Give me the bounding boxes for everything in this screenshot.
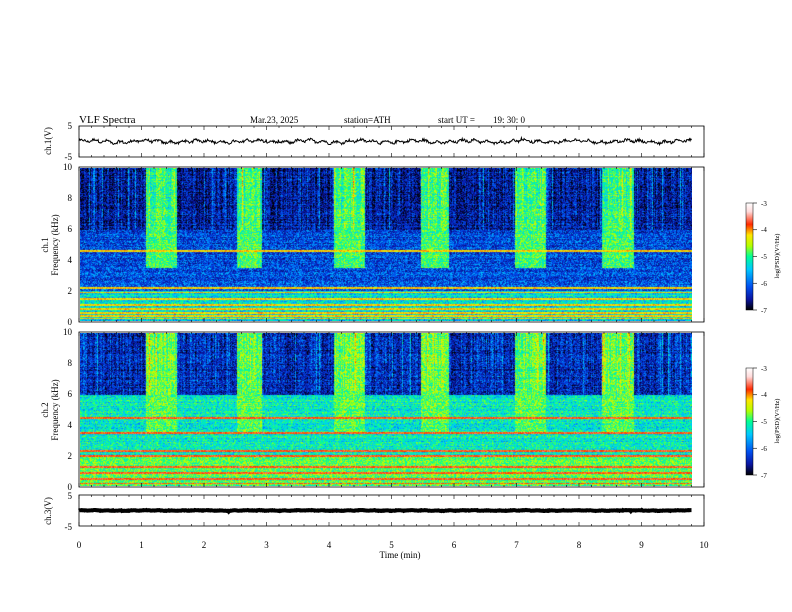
ch1-spectrogram-panel: 0 2 4 6 8 10 ch.1 Frequency (kHz) [40,162,705,327]
ch1-ytick-4: 4 [68,255,73,265]
start-time-label: start UT = [438,115,475,125]
ch1-colorbar-gradient [745,202,754,311]
xtick-4: 4 [327,540,332,550]
ch1-ytick-2: 2 [68,286,73,296]
xtick-3: 3 [264,540,269,550]
date-label: Mar.23, 2025 [250,115,299,125]
ch1-waveform-ticks [78,126,705,157]
ch1-ytick-top: 5 [68,121,73,131]
time-axis: 0 1 2 3 4 5 6 7 8 9 10 Time (min) [77,540,709,560]
xtick-5: 5 [389,540,394,550]
start-time-value: 19: 30: 0 [493,115,526,125]
ch1-colorbar: -3 -4 -5 -6 -7 log(PSD)(V²/Hz) [745,200,781,315]
ch2-spectrogram-ticks [78,332,705,487]
ch3-waveform-ylabel: ch.3(V) [43,497,53,525]
ch2-colorbar-gradient [745,367,754,476]
ch2-ytick-8: 8 [68,358,73,368]
ch2-cb-tick-m3: -3 [761,365,767,373]
ch1-ytick-0: 0 [68,317,73,327]
ch1-cb-tick-m3: -3 [761,200,767,208]
ch3-waveform-panel: 5 -5 ch.3(V) [43,491,705,532]
ch2-cb-tick-m6: -6 [761,445,767,453]
xtick-8: 8 [577,540,582,550]
ch2-channel-label: ch.2 [40,402,50,417]
ch3-ytick-top: 5 [68,491,73,501]
ch1-ytick-10: 10 [63,162,73,172]
ch2-cb-tick-m7: -7 [761,472,767,480]
ch1-spectrogram-image [80,168,692,321]
ch2-ytick-10: 10 [63,327,73,337]
ch1-ytick-8: 8 [68,193,73,203]
ch1-spectrogram-ticks [78,167,705,322]
ch1-cb-tick-m7: -7 [761,307,767,315]
ch1-cb-tick-m5: -5 [761,253,767,261]
ch1-waveform-panel: 5 -5 ch.1(V) [43,121,705,162]
xtick-0: 0 [77,540,82,550]
ch1-colorbar-label: log(PSD)(V²/Hz) [774,234,781,279]
ch1-colorbar-ticks [753,202,757,311]
xtick-10: 10 [700,540,710,550]
ch2-colorbar-label: log(PSD)(V²/Hz) [774,399,781,444]
ch1-spectrogram-image-wrap [80,168,692,321]
ch3-waveform-trace [78,507,692,515]
ch1-cb-tick-m4: -4 [761,226,767,234]
xtick-7: 7 [514,540,519,550]
xtick-1: 1 [139,540,144,550]
ch3-ytick-bottom: -5 [65,522,73,532]
ch1-channel-label: ch.1 [40,237,50,252]
station-label: station=ATH [344,115,391,125]
ch2-spectrogram-image-wrap [80,333,692,486]
ch1-ytick-6: 6 [68,224,73,234]
ch2-colorbar: -3 -4 -5 -6 -7 log(PSD)(V²/Hz) [745,365,781,480]
xtick-6: 6 [452,540,457,550]
ch2-spectrogram-image [80,333,692,486]
ch2-cb-tick-m4: -4 [761,391,767,399]
ch1-cb-tick-m6: -6 [761,280,767,288]
time-axis-label: Time (min) [380,550,421,560]
ch2-ytick-2: 2 [68,451,73,461]
ch1-frequency-label: Frequency (kHz) [50,214,60,275]
ch1-waveform-ylabel: ch.1(V) [43,127,53,155]
figure-title: VLF Spectra [79,114,136,126]
ch2-cb-tick-m5: -5 [761,418,767,426]
ch2-ytick-4: 4 [68,420,73,430]
xtick-9: 9 [639,540,644,550]
ch1-waveform-trace [78,135,692,147]
ch2-ytick-0: 0 [68,482,73,492]
xtick-2: 2 [202,540,207,550]
ch1-ytick-bottom: -5 [65,152,73,162]
ch2-colorbar-ticks [753,367,757,476]
ch2-frequency-label: Frequency (kHz) [50,379,60,440]
ch2-spectrogram-panel: 0 2 4 6 8 10 ch.2 Frequency (kHz) [40,327,705,492]
ch3-waveform-ticks [78,495,705,526]
ch2-ytick-6: 6 [68,389,73,399]
